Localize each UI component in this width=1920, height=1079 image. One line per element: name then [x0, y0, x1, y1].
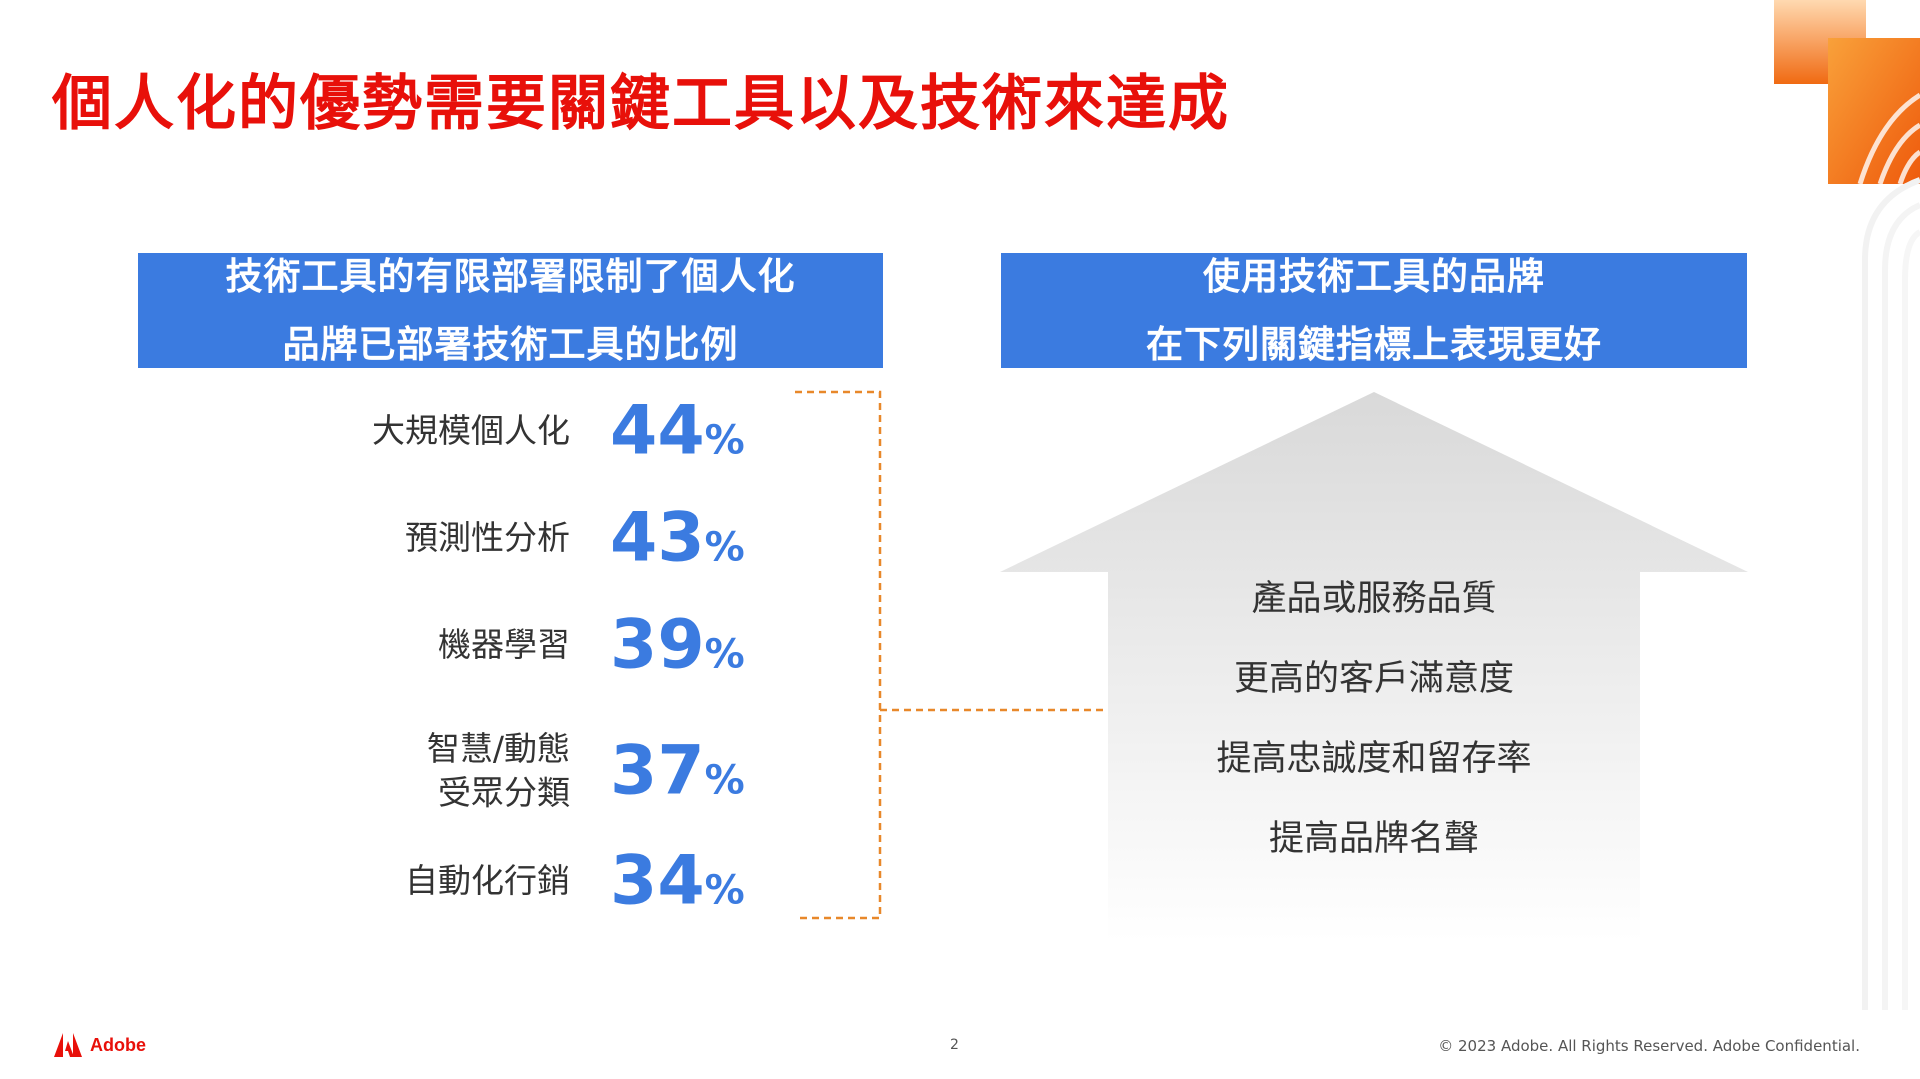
stat-unit: % [704, 757, 745, 804]
right-header-line1: 使用技術工具的品牌 [1203, 254, 1545, 298]
stat-value: 37% [610, 732, 745, 811]
stat-value: 43% [610, 499, 745, 578]
stat-number: 34 [610, 841, 705, 921]
stat-label: 機器學習 [438, 623, 570, 667]
left-header-line1: 技術工具的有限部署限制了個人化 [225, 254, 796, 298]
copyright-notice: © 2023 Adobe. All Rights Reserved. Adobe… [1438, 1037, 1860, 1055]
benefit-item: 更高的客戶滿意度 [1233, 659, 1514, 699]
page-number: 2 [950, 1037, 959, 1053]
stat-value: 34% [610, 842, 745, 921]
stat-unit: % [704, 524, 745, 571]
stat-number: 39 [610, 605, 705, 685]
stat-label: 預測性分析 [405, 516, 570, 560]
benefit-item: 產品或服務品質 [1251, 579, 1497, 619]
stat-label: 自動化行銷 [405, 859, 570, 903]
stat-unit: % [704, 631, 745, 678]
stat-label-line: 智慧/動態 [426, 729, 570, 768]
adobe-logo-icon [54, 1033, 82, 1057]
benefit-item: 提高品牌名聲 [1268, 819, 1479, 859]
stat-value: 44% [610, 392, 745, 471]
adobe-logo-text: Adobe [90, 1034, 146, 1055]
stat-row: 大規模個人化 44% [240, 386, 750, 476]
stat-number: 37 [610, 731, 705, 811]
benefits-list: 產品或服務品質 更高的客戶滿意度 提高忠誠度和留存率 提高品牌名聲 [1108, 570, 1640, 890]
stat-label-line: 受眾分類 [438, 773, 570, 812]
stat-label-line: 大規模個人化 [372, 411, 570, 450]
slide-title: 個人化的優勢需要關鍵工具以及技術來達成 [52, 69, 1230, 139]
stat-label-line: 機器學習 [438, 625, 570, 664]
stat-value: 39% [610, 606, 745, 685]
right-header-line2: 在下列關鍵指標上表現更好 [1146, 322, 1602, 366]
stat-unit: % [704, 417, 745, 464]
stat-label-line: 自動化行銷 [405, 861, 570, 900]
left-panel-header: 技術工具的有限部署限制了個人化 品牌已部署技術工具的比例 [138, 253, 883, 368]
right-panel-header: 使用技術工具的品牌 在下列關鍵指標上表現更好 [1001, 253, 1747, 368]
benefit-item: 提高忠誠度和留存率 [1216, 739, 1532, 779]
left-header-line2: 品牌已部署技術工具的比例 [282, 322, 739, 366]
stat-label-line: 預測性分析 [405, 518, 570, 557]
stat-label: 大規模個人化 [372, 409, 570, 453]
corner-decoration [1774, 0, 1920, 1010]
stat-unit: % [704, 867, 745, 914]
up-arrow-shape [1000, 392, 1748, 942]
stat-number: 43 [610, 498, 705, 578]
adobe-logo: Adobe [54, 1033, 146, 1057]
stat-row: 機器學習 39% [240, 600, 750, 690]
stat-label: 智慧/動態 受眾分類 [427, 727, 570, 815]
stat-row: 智慧/動態 受眾分類 37% [240, 726, 750, 816]
stat-number: 44 [610, 391, 705, 471]
stat-row: 預測性分析 43% [240, 493, 750, 583]
stat-row: 自動化行銷 34% [240, 836, 750, 926]
